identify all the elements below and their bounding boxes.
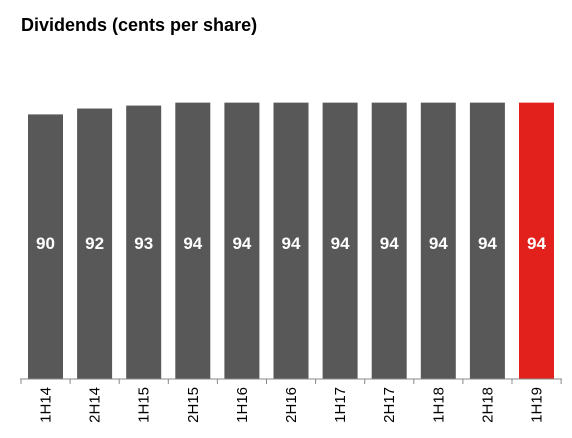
bar-1H19 xyxy=(519,102,554,379)
x-tick-label-1H18: 1H18 xyxy=(430,387,447,423)
data-label-1H15: 93 xyxy=(134,234,153,253)
bar-1H17 xyxy=(322,102,358,379)
bar-2H15 xyxy=(175,102,211,379)
data-label-2H17: 94 xyxy=(380,234,399,253)
x-tick-label-2H18: 2H18 xyxy=(479,387,496,423)
bar-1H14 xyxy=(28,114,63,380)
bar-1H18 xyxy=(420,102,456,379)
data-label-2H16: 94 xyxy=(282,234,301,253)
x-tick-label-1H15: 1H15 xyxy=(136,387,153,423)
data-label-2H18: 94 xyxy=(478,234,497,253)
bar-1H15 xyxy=(126,105,162,379)
x-tick-label-1H16: 1H16 xyxy=(234,387,251,423)
data-label-1H19: 94 xyxy=(527,234,546,253)
chart-title: Dividends (cents per share) xyxy=(21,15,258,35)
data-label-2H15: 94 xyxy=(183,234,202,253)
data-label-1H17: 94 xyxy=(331,234,350,253)
data-label-1H18: 94 xyxy=(429,234,448,253)
x-tick-label-2H14: 2H14 xyxy=(87,387,104,423)
bar-1H16 xyxy=(224,102,260,379)
bar-2H18 xyxy=(469,102,505,379)
x-tick-label-1H19: 1H19 xyxy=(529,387,546,423)
bar-2H16 xyxy=(273,102,309,379)
x-tick-label-2H16: 2H16 xyxy=(283,387,300,423)
x-tick-label-2H15: 2H15 xyxy=(185,387,202,423)
x-tick-label-2H17: 2H17 xyxy=(381,387,398,423)
x-tick-label-1H17: 1H17 xyxy=(332,387,349,423)
data-label-1H14: 90 xyxy=(36,234,55,253)
x-tick-label-1H14: 1H14 xyxy=(38,387,55,423)
bar-2H17 xyxy=(371,102,407,379)
data-label-1H16: 94 xyxy=(232,234,251,253)
data-label-2H14: 92 xyxy=(85,234,104,253)
bar-2H14 xyxy=(77,108,113,380)
